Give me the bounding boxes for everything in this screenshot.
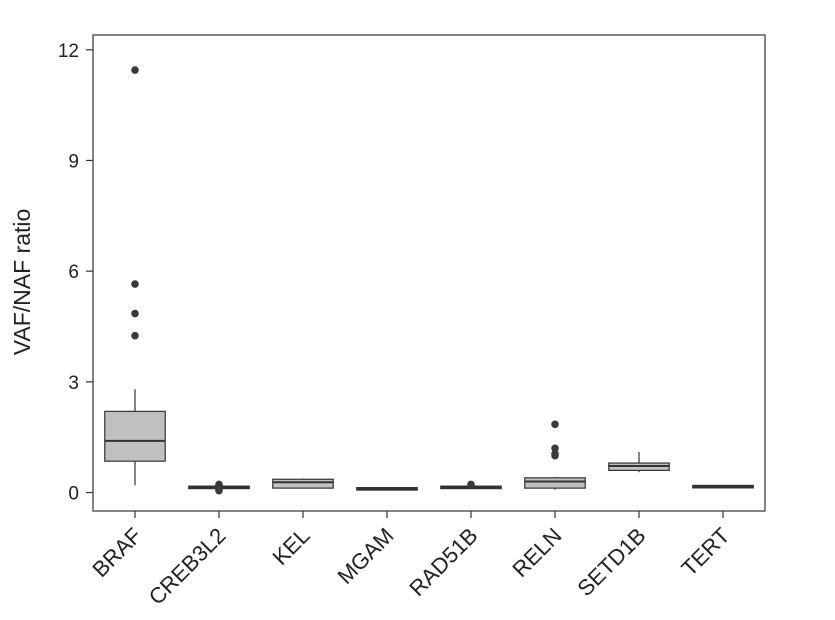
x-category-label: RELN [507, 523, 566, 582]
y-tick-label: 12 [58, 41, 79, 62]
y-tick-label: 9 [68, 151, 79, 172]
y-tick-label: 0 [68, 484, 79, 505]
outlier-point [215, 480, 223, 489]
x-category-label: RAD51B [404, 523, 482, 601]
outlier-point [131, 309, 139, 318]
plot-frame [92, 34, 766, 512]
outlier-point [551, 450, 559, 458]
y-axis: 0 3 6 9 12 [58, 41, 93, 505]
y-tick-label: 6 [68, 262, 79, 283]
outlier-point [131, 66, 139, 74]
box-creb3l2 [188, 480, 250, 495]
x-category-label: CREB3L2 [144, 523, 231, 610]
x-category-label: SETD1B [572, 523, 650, 601]
y-axis-title: VAF/NAF ratio [9, 209, 35, 356]
box-rad51b [440, 480, 502, 490]
outlier-point [551, 420, 559, 429]
box-setd1b [608, 451, 670, 473]
box-iqr [524, 477, 586, 489]
box-mgam [356, 487, 418, 491]
x-category-label: TERT [677, 523, 735, 581]
box-braf [104, 66, 166, 486]
x-category-label: KEL [267, 523, 314, 570]
box-kel [272, 478, 334, 489]
x-category-label: BRAF [87, 523, 146, 582]
box-iqr [272, 478, 334, 489]
box-iqr [104, 410, 166, 462]
outlier-point [551, 444, 559, 453]
y-tick-label: 3 [68, 373, 79, 394]
box-tert [692, 484, 754, 489]
outlier-point [131, 280, 139, 288]
boxes-layer [104, 66, 754, 495]
x-category-label: MGAM [332, 523, 398, 589]
outlier-point [467, 480, 475, 489]
box-reln [524, 420, 586, 490]
outlier-point [131, 331, 139, 340]
